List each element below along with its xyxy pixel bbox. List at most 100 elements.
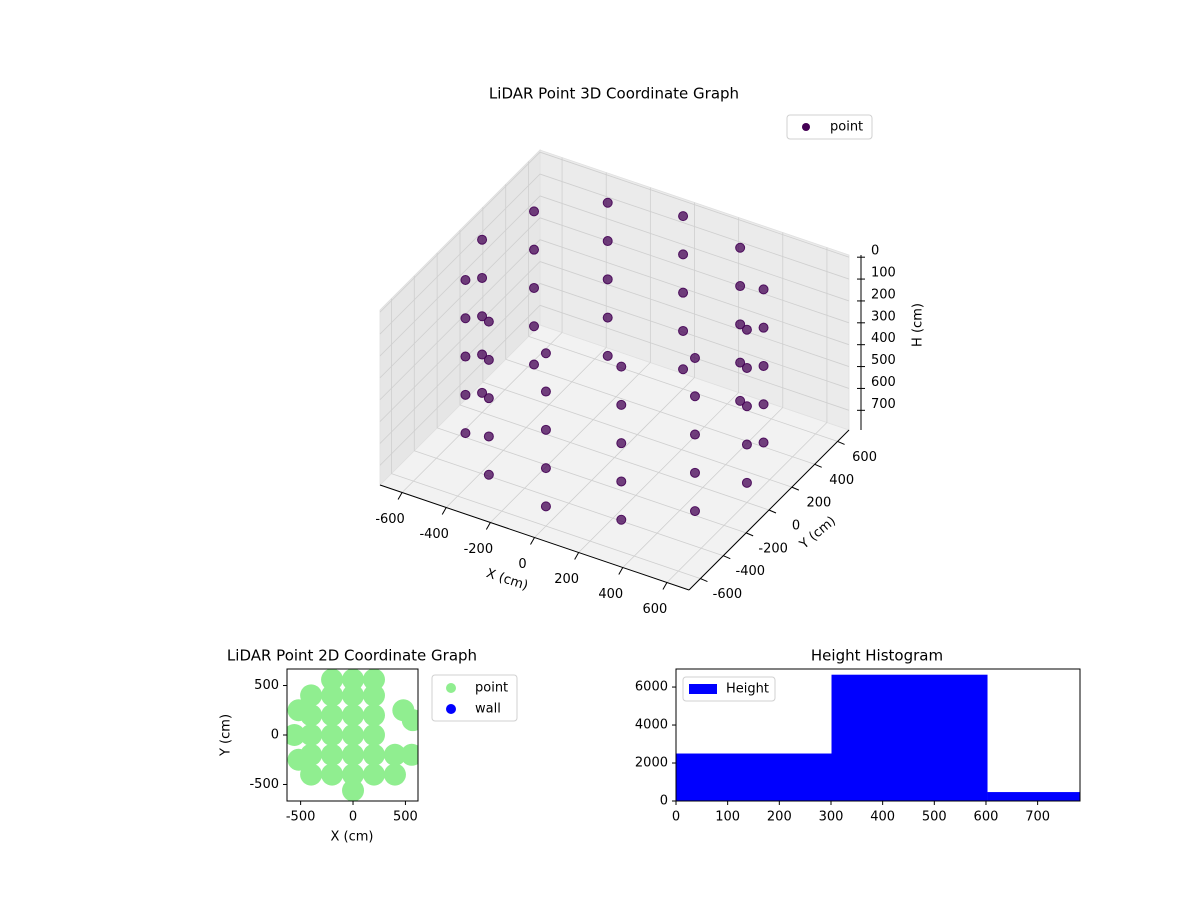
y-axis <box>688 429 850 591</box>
z-tick-label: 500 <box>871 353 896 368</box>
grid-line <box>414 450 724 557</box>
point <box>735 319 746 330</box>
point <box>342 779 365 801</box>
point <box>362 743 385 766</box>
y-tick-label: -400 <box>736 564 766 579</box>
point <box>689 391 700 402</box>
y-tick-label: -500 <box>249 777 279 792</box>
y-tick-label: 600 <box>852 450 877 465</box>
point <box>362 684 385 707</box>
point <box>362 763 385 786</box>
point <box>460 313 471 324</box>
y-tick-label: 6000 <box>635 680 668 695</box>
legend-label: wall <box>475 702 501 717</box>
point <box>321 684 344 707</box>
point <box>602 236 613 247</box>
point <box>602 312 613 323</box>
grid-line <box>459 404 770 511</box>
point <box>321 724 344 746</box>
point <box>540 386 551 397</box>
point <box>477 272 488 283</box>
point <box>321 669 344 691</box>
point <box>287 699 310 722</box>
point <box>616 438 627 449</box>
grid-line <box>539 173 850 280</box>
point <box>616 476 627 487</box>
point <box>287 724 306 746</box>
point <box>689 467 700 478</box>
z-tick-label: 700 <box>871 397 896 412</box>
x-tick-label: 400 <box>870 810 895 825</box>
point <box>460 274 471 285</box>
legend-label: point <box>475 681 508 696</box>
z-tick-label: 600 <box>871 375 896 390</box>
x-tick-label: 0 <box>518 557 526 572</box>
z-axis-label: H (cm) <box>911 303 926 347</box>
point <box>383 763 406 786</box>
grid-line <box>539 283 850 389</box>
x-tick <box>530 537 535 545</box>
x-tick-label: 0 <box>672 810 680 825</box>
z-tick-label: 0 <box>871 244 879 259</box>
y-tick <box>700 578 708 583</box>
point <box>540 501 551 512</box>
point <box>758 437 769 448</box>
point <box>689 429 700 440</box>
x-tick-label: -400 <box>419 527 449 542</box>
point <box>758 399 769 410</box>
point <box>735 357 746 368</box>
axes-frame <box>675 668 1081 802</box>
point <box>342 743 365 766</box>
point <box>529 359 540 370</box>
x-tick-label: 0 <box>349 810 357 825</box>
x-tick <box>662 582 668 590</box>
x-tick-label: 700 <box>1025 810 1050 825</box>
point <box>362 704 385 727</box>
point <box>758 322 769 333</box>
x-axis <box>379 484 690 591</box>
x-tick-label: 200 <box>767 810 792 825</box>
y-tick-label: 500 <box>254 678 279 693</box>
grid-line <box>379 283 541 444</box>
point <box>321 704 344 727</box>
point <box>616 399 627 410</box>
x-tick-label: 500 <box>922 810 947 825</box>
y-axis-label: Y (cm) <box>219 714 234 757</box>
y-tick-label: 400 <box>829 473 854 488</box>
x-tick <box>441 507 447 515</box>
point <box>362 669 385 691</box>
point <box>735 395 746 406</box>
point <box>483 431 494 442</box>
y-tick-label: 0 <box>660 794 668 809</box>
point <box>741 324 752 335</box>
grid-line <box>379 305 541 466</box>
points <box>287 669 418 801</box>
point <box>477 311 488 322</box>
point <box>602 274 613 285</box>
point <box>483 469 494 480</box>
point <box>342 704 365 727</box>
x-tick-label: 300 <box>819 810 844 825</box>
point <box>540 463 551 474</box>
legend-marker <box>802 123 810 131</box>
bar <box>987 792 1080 801</box>
y-tick-label: 4000 <box>635 718 668 733</box>
grid-line <box>539 261 850 367</box>
point <box>342 684 365 707</box>
legend-marker <box>446 704 456 714</box>
grid-line <box>482 381 792 488</box>
legend-label: point <box>830 120 863 135</box>
x-axis-label: X (cm) <box>331 830 374 845</box>
point <box>483 316 494 327</box>
grid-line <box>539 217 850 324</box>
y-tick <box>723 555 731 560</box>
point <box>678 287 689 298</box>
point <box>460 389 471 400</box>
grid-line <box>539 239 850 346</box>
x-tick-label: 400 <box>598 587 623 602</box>
point <box>483 354 494 365</box>
y-tick-label: 200 <box>806 496 831 511</box>
x-tick-label: 600 <box>643 602 668 617</box>
